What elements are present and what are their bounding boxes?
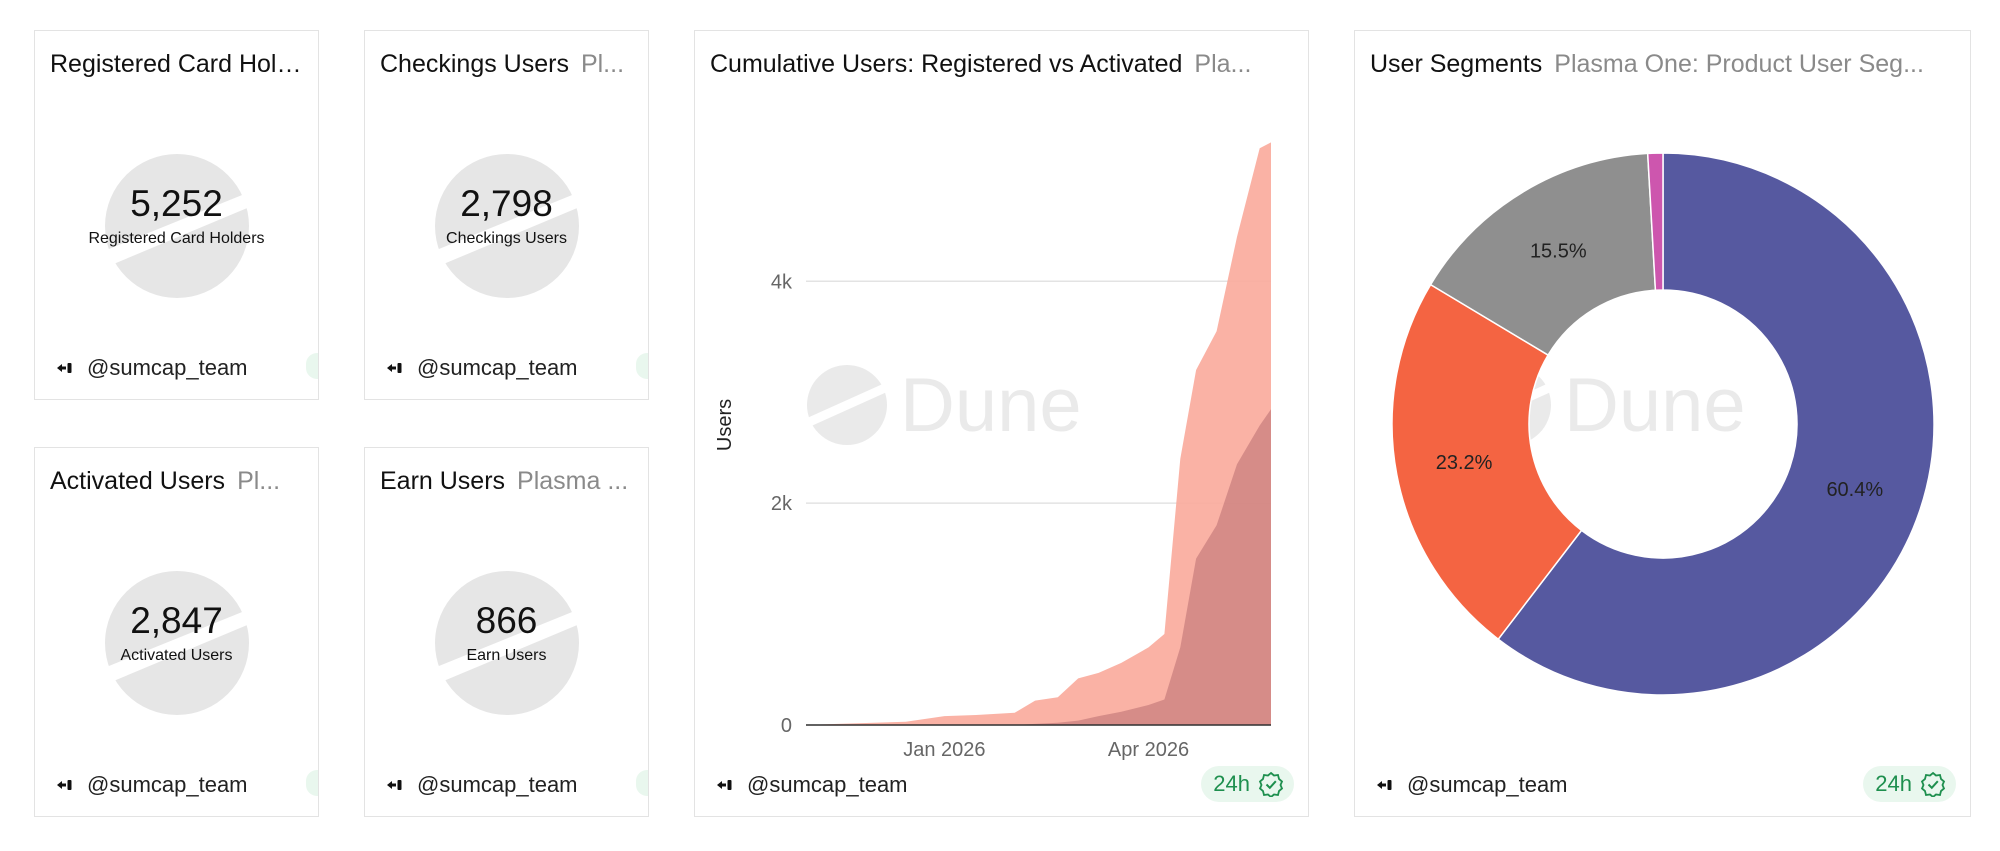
area-chart-card[interactable]: Cumulative Users: Registered vs Activate… [694, 30, 1309, 817]
author-handle[interactable]: @sumcap_team [417, 355, 578, 380]
y-tick-label: 4k [771, 271, 793, 293]
donut-slice-0 [1497, 152, 1935, 696]
watermark: Dune [805, 363, 1082, 448]
query-link-icon[interactable] [1375, 775, 1395, 795]
freshness-badge [306, 353, 318, 379]
counter-label: Registered Card Holders [88, 230, 265, 247]
freshness-badge [636, 353, 648, 379]
donut-slice-2 [1429, 152, 1657, 357]
slices [1391, 152, 1935, 696]
x-tick-label: Apr 2026 [1108, 739, 1189, 761]
y-axis: 0 2k 4k [771, 271, 793, 737]
slice-label: 23.2% [1436, 452, 1493, 474]
x-tick-label: Jan 2026 [903, 739, 985, 761]
card-footer: @sumcap_team [55, 768, 248, 802]
y-axis-title: Users [714, 399, 736, 451]
watermark-text: Dune [1564, 363, 1746, 448]
watermark-text: Dune [900, 363, 1082, 448]
card-title-main: Checkings Users [380, 50, 569, 78]
series-layer [806, 142, 1271, 726]
verified-check-icon [1920, 771, 1946, 797]
card-title-main: Activated Users [50, 467, 226, 495]
donut-chart-card[interactable]: User Segments Plasma One: Product User Se… [1354, 30, 1971, 817]
slice-labels: 60.4% 23.2% 15.5% [1436, 241, 1884, 501]
card-footer: @sumcap_team [385, 768, 578, 802]
card-footer: @sumcap_team [715, 768, 908, 802]
dune-logo-icon [432, 151, 582, 301]
counter-value: 2,847 [130, 600, 223, 641]
query-link-icon[interactable] [715, 775, 735, 795]
dune-watermark-logo-icon [805, 365, 889, 445]
counter-label: Checkings Users [446, 230, 567, 247]
query-link-icon[interactable] [55, 775, 75, 795]
freshness-badge [636, 770, 648, 796]
counter-card-registered[interactable]: Registered Card Hol... 5,252 Registered … [34, 30, 319, 400]
card-title: Activated Users Pl... [50, 466, 306, 496]
dune-logo-icon [102, 151, 252, 301]
area-chart: Dune 0 2k 4k Jan 2026 Apr 2026 Users [714, 142, 1271, 761]
dune-logo-icon [432, 568, 582, 718]
counter-value: 866 [475, 600, 538, 641]
counter-display: 2,798 Checkings Users [365, 151, 648, 301]
slice-label: 15.5% [1530, 241, 1587, 263]
card-footer: @sumcap_team [385, 351, 578, 385]
counter-display: 2,847 Activated Users [35, 568, 318, 718]
area-series-1 [806, 409, 1271, 725]
card-title-sub: Plasma ... [517, 467, 629, 495]
slice-label: 60.4% [1826, 479, 1883, 501]
x-axis: Jan 2026 Apr 2026 [903, 739, 1189, 761]
card-title: Registered Card Hol... [50, 49, 306, 79]
query-link-icon[interactable] [55, 358, 75, 378]
counter-display: 5,252 Registered Card Holders [35, 151, 318, 301]
donut-slice-3 [1646, 152, 1664, 292]
y-tick-label: 0 [781, 715, 792, 737]
freshness-badge: 24h [1863, 766, 1956, 802]
query-link-icon[interactable] [385, 775, 405, 795]
verified-check-icon [1258, 771, 1284, 797]
card-title-sub: Pl... [580, 50, 625, 78]
dune-logo-icon [102, 568, 252, 718]
donut-chart: Dune 60.4% 23.2% 15.5% [1391, 152, 1935, 696]
card-title-main: Earn Users [380, 467, 506, 495]
counter-value: 2,798 [460, 183, 553, 224]
author-handle[interactable]: @sumcap_team [87, 772, 248, 797]
freshness-badge [306, 770, 318, 796]
y-tick-label: 2k [771, 493, 793, 515]
author-handle[interactable]: @sumcap_team [747, 772, 908, 797]
card-title: Checkings Users Pl... [380, 49, 636, 79]
donut-slice-1 [1391, 283, 1583, 641]
counter-card-earn[interactable]: Earn Users Plasma ... 866 Earn Users @sum… [364, 447, 649, 817]
counter-card-activated[interactable]: Activated Users Pl... 2,847 Activated Use… [34, 447, 319, 817]
counter-value: 5,252 [130, 183, 223, 224]
freshness-text: 24h [1213, 771, 1250, 796]
counter-card-checkings[interactable]: Checkings Users Pl... 2,798 Checkings Use… [364, 30, 649, 400]
card-title-sub: Pl... [237, 467, 281, 495]
author-handle[interactable]: @sumcap_team [1407, 772, 1568, 797]
card-footer: @sumcap_team [55, 351, 248, 385]
card-footer: @sumcap_team [1375, 768, 1568, 802]
query-link-icon[interactable] [385, 358, 405, 378]
card-title-main: Registered Card Hol... [50, 50, 298, 78]
card-title: Earn Users Plasma ... [380, 466, 636, 496]
counter-label: Activated Users [120, 647, 233, 664]
author-handle[interactable]: @sumcap_team [87, 355, 248, 380]
counter-display: 866 Earn Users [365, 568, 648, 718]
author-handle[interactable]: @sumcap_team [417, 772, 578, 797]
freshness-text: 24h [1875, 771, 1912, 796]
freshness-badge: 24h [1201, 766, 1294, 802]
counter-label: Earn Users [466, 647, 547, 664]
